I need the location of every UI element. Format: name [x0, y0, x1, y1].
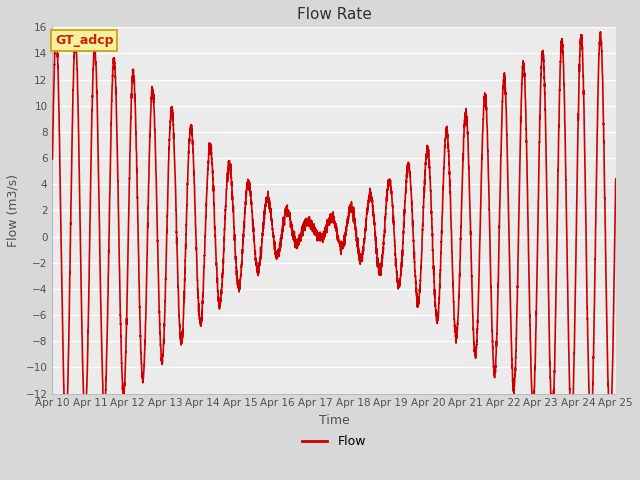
Flow — [469, 311, 477, 316]
Title: Flow Rate: Flow Rate — [296, 7, 371, 22]
Legend: Flow: Flow — [298, 430, 371, 453]
Flow — [596, 29, 604, 35]
Text: GT_adcp: GT_adcp — [55, 34, 114, 47]
Flow — [387, 183, 394, 189]
Line: Flow: Flow — [52, 32, 616, 430]
Flow — [512, 356, 520, 362]
Y-axis label: Flow (m3/s): Flow (m3/s) — [7, 174, 20, 247]
Flow — [415, 298, 422, 303]
Flow — [151, 128, 159, 133]
Flow — [49, 156, 56, 162]
Flow — [264, 199, 271, 205]
Flow — [606, 427, 614, 433]
Flow — [612, 176, 620, 182]
X-axis label: Time: Time — [319, 414, 349, 427]
